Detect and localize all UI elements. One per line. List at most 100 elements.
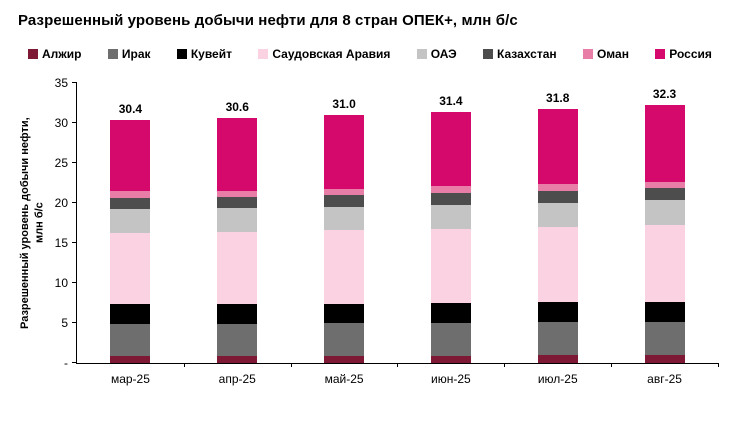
bar-segment-Оман [217,190,258,197]
y-tick-mark [72,82,77,83]
x-category-label: авг-25 [647,372,682,386]
y-tick-label: - [64,356,68,370]
bar-segment-Саудовская Аравия [430,228,471,304]
x-category-label: апр-25 [218,372,256,386]
legend-swatch-icon [582,49,593,59]
legend-swatch-icon [655,49,666,59]
y-tick-mark [72,362,77,363]
legend-item: Ирак [107,47,151,61]
bar-segment-Алжир [430,355,471,363]
bar-segment-Оман [110,191,151,198]
y-tick-mark [72,162,77,163]
x-category-label: мар-25 [110,372,150,386]
legend-label: Россия [669,47,712,61]
y-tick-label: 25 [54,156,68,170]
legend: Алжир Ирак Кувейт Саудовская Аравия ОАЭ Казах… [18,47,720,61]
bar-segment-Ирак [537,322,578,356]
bar-total-label: 31.0 [332,97,356,112]
legend-label: Кувейт [190,47,232,61]
y-tick-mark [72,322,77,323]
y-tick-label: 20 [54,196,68,210]
bar-segment-Ирак [110,323,151,356]
bar-slot: 30.4 мар-25 [77,83,185,386]
bar-segment-Саудовская Аравия [110,232,151,305]
bar-slot: 31.4 июн-25 [397,83,506,386]
chart-area: Разрешенный уровень добычи нефти, млн б/… [18,71,720,401]
bar-segment-Россия [644,104,685,182]
legend-item: ОАЭ [416,47,457,61]
bar-segment-Казахстан [110,197,151,210]
bar-segment-Кувейт [537,302,578,323]
bar-segment-Казахстан [644,188,685,201]
bar-segment-Алжир [537,355,578,363]
y-tick-mark [72,122,77,123]
bar-segment-Россия [324,115,365,189]
bar-total-label: 30.6 [225,100,249,115]
legend-label: Алжир [42,47,82,61]
bar-segment-Оман [537,184,578,191]
bar-segment-Алжир [324,355,365,363]
bar-segment-Ирак [644,321,685,356]
legend-swatch-icon [107,49,118,59]
legend-swatch-icon [258,49,269,59]
legend-label: Саудовская Аравия [272,47,391,61]
bar-segment-Саудовская Аравия [537,226,578,303]
legend-swatch-icon [176,49,187,59]
bar-segment-Россия [110,119,151,192]
bar-segment-Оман [430,186,471,193]
bar-segment-Оман [644,181,685,189]
bar-total-label: 31.8 [546,90,570,105]
bar-segment-Казахстан [217,196,258,209]
bar-segment-Саудовская Аравия [217,231,258,305]
bar-segment-Оман [324,188,365,195]
legend-label: Ирак [121,47,151,61]
stacked-bar [217,118,258,363]
stacked-bar [110,119,151,363]
legend-swatch-icon [28,49,38,59]
plot-area: 30.4 мар-25 30.6 апр-25 31.0 май-25 31.4 июн-25… [72,82,719,386]
bar-segment-Ирак [324,323,365,356]
stacked-bar [644,104,685,363]
bar-segment-Саудовская Аравия [324,230,365,304]
bar-segment-ОАЭ [217,208,258,232]
bar-total-label: 31.4 [439,93,463,108]
bar-segment-ОАЭ [537,202,578,227]
bar-segment-Алжир [110,355,151,363]
y-tick-mark [72,242,77,243]
bar-segment-Алжир [644,355,685,363]
bar-slot: 30.6 апр-25 [184,83,292,386]
bar-segment-Саудовская Аравия [644,224,685,302]
legend-swatch-icon [483,49,493,59]
legend-item: Казахстан [483,47,557,61]
y-tick-mark [72,202,77,203]
bar-segment-Кувейт [324,303,365,324]
bar-segment-Кувейт [644,301,685,322]
x-category-label: июн-25 [431,372,471,386]
bar-segment-ОАЭ [110,209,151,233]
legend-label: Оман [596,47,629,61]
bar-segment-ОАЭ [324,206,365,231]
legend-item: Россия [655,47,712,61]
chart-title: Разрешенный уровень добычи нефти для 8 с… [18,12,518,29]
legend-swatch-icon [416,49,427,59]
x-category-label: май-25 [324,372,364,386]
bar-segment-Россия [430,111,471,187]
y-tick-label: 10 [54,276,68,290]
y-tick-label: 5 [61,316,68,330]
bar-segment-ОАЭ [430,204,471,229]
stacked-bar [324,115,365,363]
bar-segment-Россия [217,118,258,191]
x-category-label: июл-25 [537,372,578,386]
bar-segment-Казахстан [324,194,365,207]
bar-segment-Кувейт [430,303,471,323]
y-tick-mark [72,282,77,283]
stacked-bar [537,108,578,363]
bar-segment-Кувейт [217,304,258,324]
bar-segment-ОАЭ [644,200,685,225]
legend-item: Саудовская Аравия [258,47,390,61]
bar-slot: 31.8 июл-25 [504,83,612,386]
y-axis: 35 30 25 20 15 10 5 - [46,76,72,370]
legend-item: Оман [582,47,629,61]
y-tick-label: 35 [54,76,68,90]
